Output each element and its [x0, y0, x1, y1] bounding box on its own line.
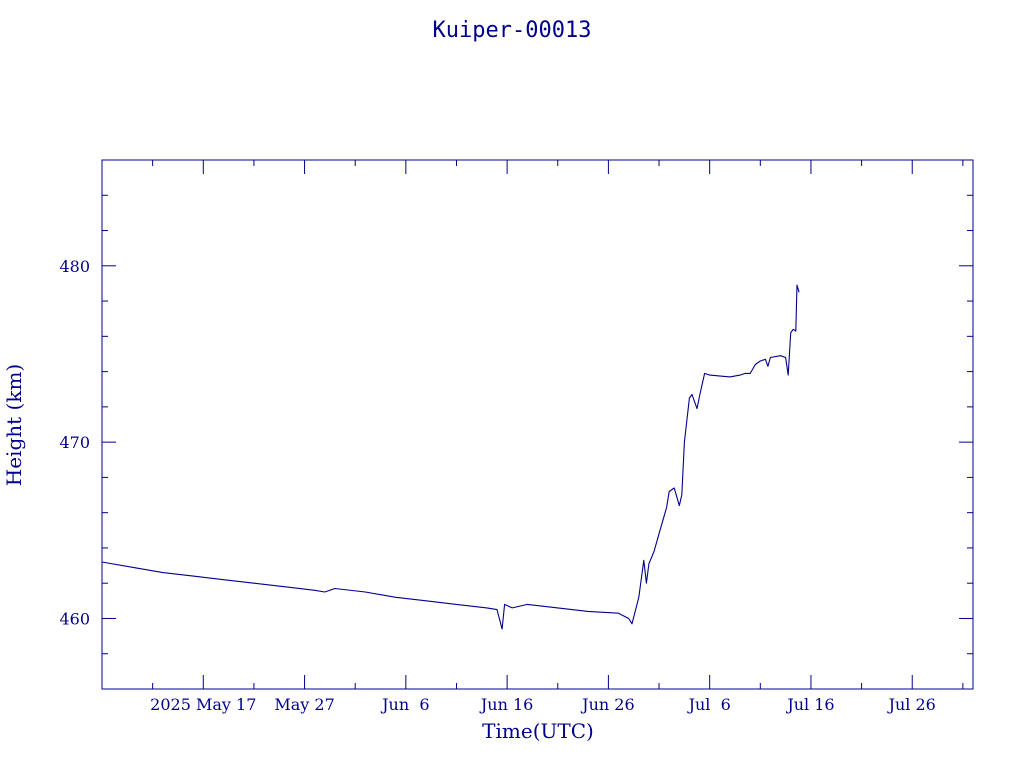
y-axis-title: Height (km): [2, 364, 26, 486]
y-tick-label: 470: [59, 433, 90, 452]
series-group: [101, 284, 800, 630]
x-tick-label: 2025 May 17: [150, 695, 256, 714]
x-tick-label: Jul 6: [687, 695, 731, 714]
x-tick-label: Jun 6: [380, 695, 429, 714]
axis-ticks: [102, 160, 973, 689]
x-tick-label: May 27: [274, 695, 334, 714]
y-tick-label: 460: [59, 609, 90, 628]
x-tick-label: Jul 16: [785, 695, 834, 714]
chart-title: Kuiper-00013: [433, 18, 592, 43]
x-tick-label: Jul 26: [887, 695, 936, 714]
height-series-line: [101, 284, 800, 630]
axis-tick-labels: 2025 May 17 May 27 Jun 6 Jun 16 Jun 26 Jul 6 J…: [59, 257, 935, 714]
x-tick-label: Jun 26: [580, 695, 634, 714]
x-axis-title: Time(UTC): [482, 719, 594, 743]
y-tick-label: 480: [59, 257, 90, 276]
plot-frame: [101, 159, 974, 690]
x-tick-label: Jun 16: [479, 695, 533, 714]
